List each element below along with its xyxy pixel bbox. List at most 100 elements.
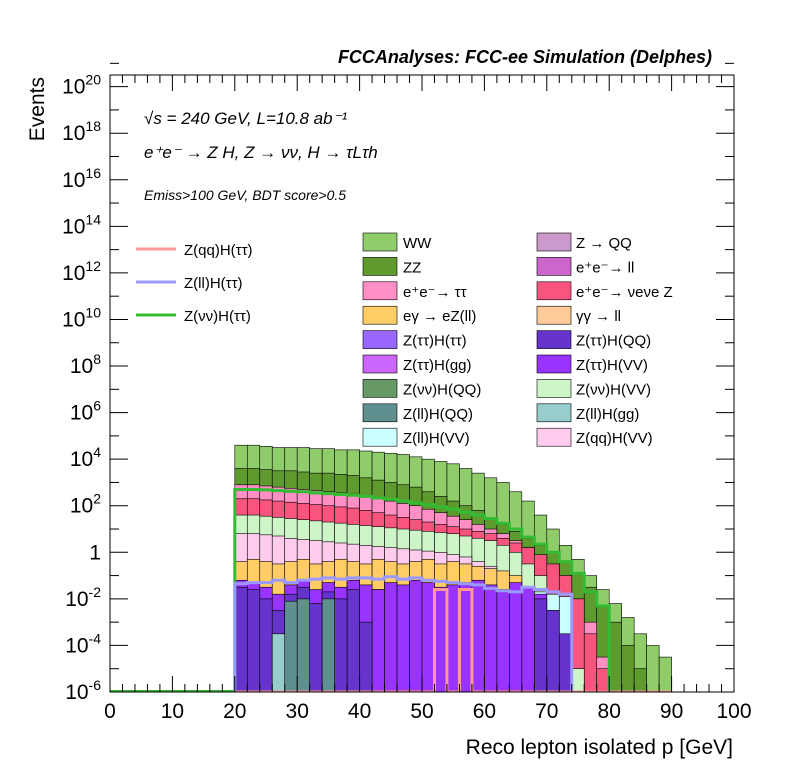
legend-box-label: e⁺e⁻→ ll — [576, 259, 634, 276]
legend-box-swatch — [536, 330, 572, 349]
annotation-sqrt-s: √s = 240 GeV, L=10.8 ab⁻¹ — [144, 109, 348, 128]
bar-z-h-vv--11 — [371, 589, 385, 692]
bar-zz-30 — [608, 621, 622, 692]
bar-e-e-e-e-z-29 — [596, 668, 610, 692]
y-tick-label: 1012 — [62, 258, 101, 285]
bar-z-h-qq--9 — [346, 589, 360, 692]
bar-z-h-qq--24 — [534, 598, 548, 692]
bar-z-h-vv--27 — [571, 668, 585, 692]
legend-box-label: Z(ll)H(gg) — [576, 406, 639, 423]
legend-box-swatch — [362, 403, 398, 423]
legend-box-label: Z → QQ — [576, 235, 632, 252]
x-tick-label: 60 — [473, 700, 496, 723]
y-tick-label: 106 — [70, 398, 101, 425]
legend-box-swatch — [536, 257, 572, 276]
legend-box-label: Z(νν)H(VV) — [576, 381, 651, 398]
bar-z-h-vv--12 — [384, 582, 398, 692]
bar-ww-33 — [646, 645, 660, 692]
x-tick-label: 90 — [660, 700, 683, 723]
bar-z-h-vv--21 — [496, 589, 510, 692]
legend-box-label: Z(ll)H(VV) — [403, 430, 470, 447]
bar-z-h-qq--10 — [359, 621, 373, 692]
legend-box-swatch — [536, 354, 572, 374]
x-tick-label: 40 — [348, 700, 371, 723]
x-tick-label: 30 — [286, 700, 309, 723]
y-tick-label: 1016 — [62, 165, 101, 192]
plot-area — [110, 444, 672, 692]
legend-box-label: e⁺e⁻→ νeνe Z — [576, 284, 673, 301]
legend-box-swatch — [536, 232, 572, 252]
legend-box-swatch — [536, 403, 572, 423]
bar-z-h-vv--22 — [509, 582, 523, 692]
bar-ww-34 — [658, 656, 672, 692]
bar-z-h-qq--0 — [234, 586, 248, 692]
legend-box-label: Z(νν)H(QQ) — [403, 381, 481, 398]
x-axis-label: Reco lepton isolated p [GeV] — [466, 736, 733, 759]
bar-z-h-qq--25 — [546, 610, 560, 692]
legend-box-swatch — [362, 232, 398, 252]
annotation-cuts: Emiss>100 GeV, BDT score>0.5 — [144, 187, 346, 203]
y-axis-label: Events — [26, 77, 49, 141]
legend-box-swatch — [362, 281, 398, 301]
bar-zz-32 — [633, 668, 647, 692]
x-tick-label: 100 — [716, 700, 751, 723]
x-tick-label: 0 — [104, 700, 116, 723]
x-tick-label: 10 — [161, 700, 184, 723]
legend-line-label: Z(ll)H(ττ) — [184, 275, 243, 292]
legend-box-label: Z(ll)H(QQ) — [403, 406, 473, 423]
bar-z-h-vv--20 — [484, 584, 498, 692]
x-tick-label: 50 — [410, 700, 433, 723]
bar-z-ll-h-gg--3 — [271, 633, 286, 692]
legend-box-label: ZZ — [403, 259, 421, 276]
bar-zz-31 — [621, 645, 635, 692]
axes: 0 10 20 30 40 50 60 70 80 90 10010-610-410-2110210… — [62, 62, 752, 723]
y-tick-label: 10-4 — [65, 630, 101, 657]
x-tick-label: 20 — [223, 700, 246, 723]
bar-e-e-e-e-z-28 — [583, 633, 598, 692]
legend-box-label: γγ → ll — [576, 308, 621, 325]
legend-box-label: e⁺e⁻→ ττ — [403, 284, 467, 301]
x-tick-label: 80 — [598, 700, 621, 723]
y-tick-label: 1020 — [62, 72, 101, 99]
histogram-bars — [110, 444, 672, 692]
bar-z-ll-h-qq--7 — [321, 598, 335, 692]
legend-box-label: Z(ττ)H(QQ) — [576, 333, 651, 350]
bar-z-h-vv--18 — [459, 582, 473, 692]
line-z-ll-h- — [233, 575, 672, 692]
legend-line-label: Z(νν)H(ττ) — [184, 308, 251, 325]
legend-line-label: Z(qq)H(ττ) — [184, 242, 253, 259]
bar-z-h-qq--8 — [334, 598, 348, 692]
legend-box-swatch — [362, 379, 398, 398]
line-z-h- — [233, 487, 672, 692]
bar-z-h-vv--13 — [396, 584, 410, 692]
bar-z-h-qq--2 — [259, 598, 273, 692]
legend-box-swatch — [536, 281, 572, 301]
bar-z-h-vv--16 — [434, 586, 448, 692]
bar-z-h-vv--17 — [446, 584, 460, 692]
bar-z-ll-h-qq--5 — [296, 598, 310, 692]
legend-box-swatch — [362, 257, 398, 276]
legend-box-swatch — [362, 354, 398, 374]
legend-box-swatch — [362, 330, 398, 349]
y-tick-label: 1018 — [62, 118, 101, 145]
legend-box-swatch — [362, 427, 398, 447]
annotation-process: e⁺e⁻ → Z H, Z → νν, H → τLτh — [144, 143, 378, 162]
y-tick-label: 10-2 — [65, 584, 101, 611]
legend: Z(qq)H(ττ) Z(ll)H(ττ) Z(νν)H(ττ) WW ZZ e⁺e⁻→ … — [136, 232, 673, 447]
y-tick-label: 1014 — [62, 211, 101, 238]
y-tick-label: 1 — [89, 541, 101, 564]
legend-box-label: WW — [403, 235, 432, 252]
bar-z-h-qq--6 — [309, 603, 323, 692]
bar-z-h-vv--23 — [521, 586, 535, 692]
legend-box-label: Z(ττ)H(gg) — [403, 357, 472, 374]
y-tick-label: 104 — [70, 444, 101, 471]
legend-box-swatch — [536, 427, 572, 447]
y-tick-label: 1010 — [62, 304, 101, 331]
bar-z-h-vv--15 — [421, 582, 435, 692]
legend-box-swatch — [536, 305, 572, 325]
legend-box-label: Z(qq)H(VV) — [576, 430, 653, 447]
y-tick-label: 10-6 — [65, 677, 101, 704]
y-tick-label: 108 — [70, 351, 101, 378]
legend-box-label: Z(ττ)H(VV) — [576, 357, 648, 374]
